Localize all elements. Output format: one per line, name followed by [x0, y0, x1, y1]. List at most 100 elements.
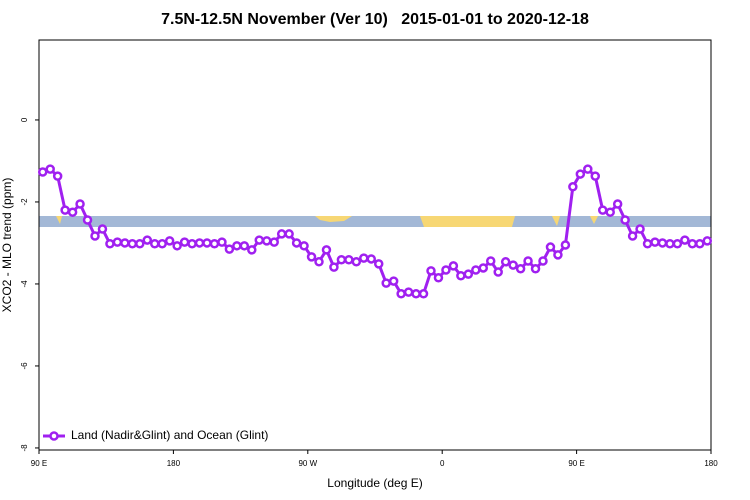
data-point — [149, 239, 160, 249]
data-point — [127, 239, 138, 249]
data-point — [568, 182, 578, 192]
y-tick-label: -8 — [20, 444, 29, 452]
data-point — [224, 244, 235, 254]
chart-title: 7.5N-12.5N November (Ver 10) 2015-01-01 … — [161, 11, 589, 28]
data-point — [381, 278, 391, 288]
data-point — [545, 242, 556, 252]
data-point — [194, 238, 205, 248]
data-point — [530, 264, 541, 274]
data-point — [45, 164, 55, 174]
data-point — [179, 237, 190, 247]
data-point — [321, 245, 332, 255]
data-point — [202, 238, 212, 248]
data-point — [680, 235, 690, 245]
data-point — [351, 257, 362, 267]
data-point — [396, 289, 406, 299]
data-point — [575, 169, 586, 179]
data-point — [635, 224, 645, 234]
data-point — [336, 255, 347, 265]
data-point — [52, 171, 63, 181]
data-point — [620, 215, 630, 225]
data-point — [135, 239, 145, 249]
data-point — [247, 245, 257, 255]
y-axis-label: XCO2 - MLO trend (ppm) — [0, 178, 14, 313]
data-point — [261, 236, 272, 246]
data-point — [418, 289, 429, 299]
data-point — [627, 231, 638, 241]
data-point — [597, 205, 608, 215]
data-point — [553, 250, 563, 260]
land-ocean-strip — [39, 216, 711, 227]
data-point — [232, 241, 242, 251]
data-point — [359, 253, 369, 263]
data-point — [456, 271, 466, 281]
x-tick-label: 180 — [167, 459, 181, 468]
data-point — [75, 199, 85, 209]
data-point — [329, 262, 339, 272]
x-tick-label: 180 — [704, 459, 718, 468]
data-point — [650, 237, 660, 247]
y-tick-label: -2 — [20, 198, 29, 206]
data-point — [448, 261, 459, 271]
data-point — [612, 199, 623, 209]
data-point — [605, 207, 615, 217]
x-tick-label: 90 E — [568, 459, 584, 468]
data-point — [112, 237, 123, 247]
data-point — [373, 259, 384, 269]
data-point — [426, 266, 436, 276]
data-point — [687, 239, 698, 249]
data-point — [560, 240, 571, 250]
data-point — [642, 239, 653, 249]
data-point — [291, 238, 302, 248]
data-point — [314, 257, 324, 267]
y-tick-label: 0 — [20, 117, 29, 122]
data-point — [269, 237, 279, 247]
data-point — [187, 239, 197, 249]
data-point — [388, 276, 399, 286]
data-point — [403, 287, 414, 297]
data-point — [672, 239, 683, 249]
data-point — [299, 241, 309, 251]
data-point — [67, 207, 78, 217]
data-point — [366, 254, 377, 264]
data-point — [209, 239, 220, 249]
data-point — [306, 252, 317, 262]
data-point — [538, 256, 548, 266]
data-point — [344, 255, 354, 265]
data-point — [37, 167, 48, 177]
data-point — [500, 257, 511, 267]
data-point — [239, 241, 250, 251]
ocean-strip — [39, 216, 711, 227]
series-line — [42, 167, 708, 296]
data-point — [471, 265, 481, 275]
x-tick-label: 0 — [440, 459, 445, 468]
data-point — [665, 239, 675, 249]
data-point — [657, 238, 668, 248]
data-point — [433, 273, 444, 283]
data-point — [97, 224, 108, 234]
data-point — [485, 256, 496, 266]
data-point — [142, 235, 153, 245]
y-tick-label: -6 — [20, 362, 29, 370]
data-point — [583, 164, 593, 174]
data-point — [695, 239, 705, 249]
data-point — [493, 267, 503, 277]
data-point — [441, 265, 451, 275]
x-axis-label: Longitude (deg E) — [327, 476, 422, 490]
plot-frame — [38, 39, 712, 451]
data-point — [105, 239, 115, 249]
data-point — [508, 260, 518, 270]
data-point — [515, 264, 526, 274]
data-point — [523, 256, 533, 266]
data-point — [478, 263, 489, 273]
x-tick-label: 90 W — [298, 459, 317, 468]
data-point — [217, 237, 227, 247]
legend-label: Land (Nadir&Glint) and Ocean (Glint) — [71, 428, 268, 442]
data-point — [90, 231, 100, 241]
data-point — [702, 236, 713, 246]
data-point — [276, 229, 287, 239]
legend-marker — [49, 431, 59, 441]
data-point — [284, 229, 294, 239]
data-point — [172, 241, 182, 251]
